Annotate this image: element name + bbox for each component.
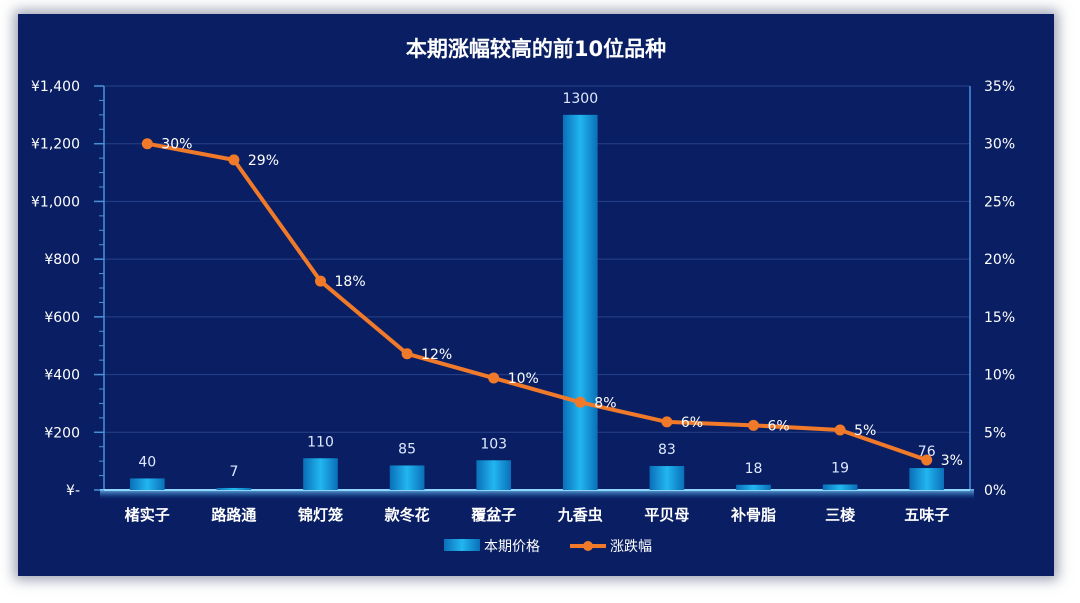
x-category-label: 锦灯笼 [298,506,343,524]
legend-line-marker [583,541,593,551]
line-value-label: 30% [161,137,192,153]
grid-lines [104,85,970,433]
y-right-tick-label: 25% [984,194,1015,210]
x-category-label: 平贝母 [644,506,689,524]
line-value-label: 29% [248,153,279,169]
y-left-tick-label: ¥1,000 [31,194,80,210]
y-left-tick-label: ¥- [66,483,80,499]
line-series [141,138,933,466]
line-point [228,154,240,166]
line-point [748,419,759,431]
x-category-label: 三棱 [825,506,856,524]
chart-frame: 本期涨幅较高的前10位品种 ¥- ¥200 ¥400 ¥600 ¥800 ¥1,000 ¥1… [18,14,1054,576]
legend-line-label: 涨跌幅 [610,539,652,555]
x-category-label: 覆盆子 [471,506,516,524]
bar-value-label: 1300 [562,91,598,107]
y-right-tick-label: 0% [984,483,1006,499]
y-left-tick-label: ¥1,200 [31,137,80,153]
legend-bar-swatch [444,539,480,551]
line-value-label: 10% [508,371,539,387]
line-point [661,416,673,428]
line-point [488,372,500,384]
y-right-tick-label: 15% [984,310,1015,326]
x-category-label: 九香虫 [557,506,603,524]
bar-value-label: 110 [307,434,334,450]
line-point [834,424,846,436]
bar-value-label: 103 [480,436,507,452]
y-right-tick-label: 10% [984,368,1015,384]
chart-title: 本期涨幅较高的前10位品种 [406,37,666,61]
line-value-label: 6% [681,415,703,431]
line-value-label: 6% [768,418,790,434]
bar [389,465,425,490]
y-left-tick-label: ¥200 [44,425,80,441]
bar-series [129,114,945,490]
bar-value-label: 18 [745,461,763,477]
x-category-label: 路路通 [211,506,256,524]
bar [909,468,945,490]
bar [303,458,338,490]
legend-bar-label: 本期价格 [484,539,540,555]
line-value-label: 8% [594,395,616,411]
y-right-tick-label: 20% [984,252,1015,268]
bar-value-label: 40 [138,454,156,470]
line-point [921,454,933,466]
line-point [574,396,586,408]
bar [649,466,685,490]
x-axis-glow [100,489,974,499]
axes: ¥- ¥200 ¥400 ¥600 ¥800 ¥1,000 ¥1,200 ¥1,400 0% 5%… [31,79,1015,524]
y-left-tick-label: ¥400 [44,368,80,384]
x-category-label: 补骨脂 [730,506,776,524]
line-point [141,138,153,150]
line-point [401,348,413,360]
bar-value-label: 7 [229,464,238,480]
x-category-label: 五味子 [904,506,949,524]
bar [476,460,512,490]
y-right-tick-label: 30% [984,137,1015,153]
y-left-tick-label: ¥800 [44,252,80,268]
data-labels: 40 7 110 85 103 1300 83 18 19 76 30% 29% 18% 12% 10% 8%… [138,91,963,480]
bar [736,484,771,490]
x-category-label: 楮实子 [124,506,170,524]
line-value-label: 18% [335,274,366,290]
y-left-tick-label: ¥600 [44,310,80,326]
x-category-label: 款冬花 [385,506,430,524]
bar [216,487,252,490]
bar-value-label: 19 [831,461,849,477]
bar [129,478,165,490]
line-point [315,275,326,287]
bar-value-label: 76 [918,444,936,460]
line-value-label: 3% [941,453,963,469]
y-right-tick-label: 35% [984,79,1015,95]
y-left-tick-label: ¥1,400 [31,79,80,95]
line-path [145,141,929,462]
bar [822,484,858,490]
bar-value-label: 83 [658,442,676,458]
combo-chart: 本期涨幅较高的前10位品种 ¥- ¥200 ¥400 ¥600 ¥800 ¥1,000 ¥1… [31,37,1015,555]
line-value-label: 12% [421,347,452,363]
legend: 本期价格 涨跌幅 [444,539,652,555]
y-right-tick-label: 5% [984,425,1006,441]
line-value-label: 5% [854,423,876,439]
bar [562,114,598,490]
bar-value-label: 85 [398,441,416,457]
